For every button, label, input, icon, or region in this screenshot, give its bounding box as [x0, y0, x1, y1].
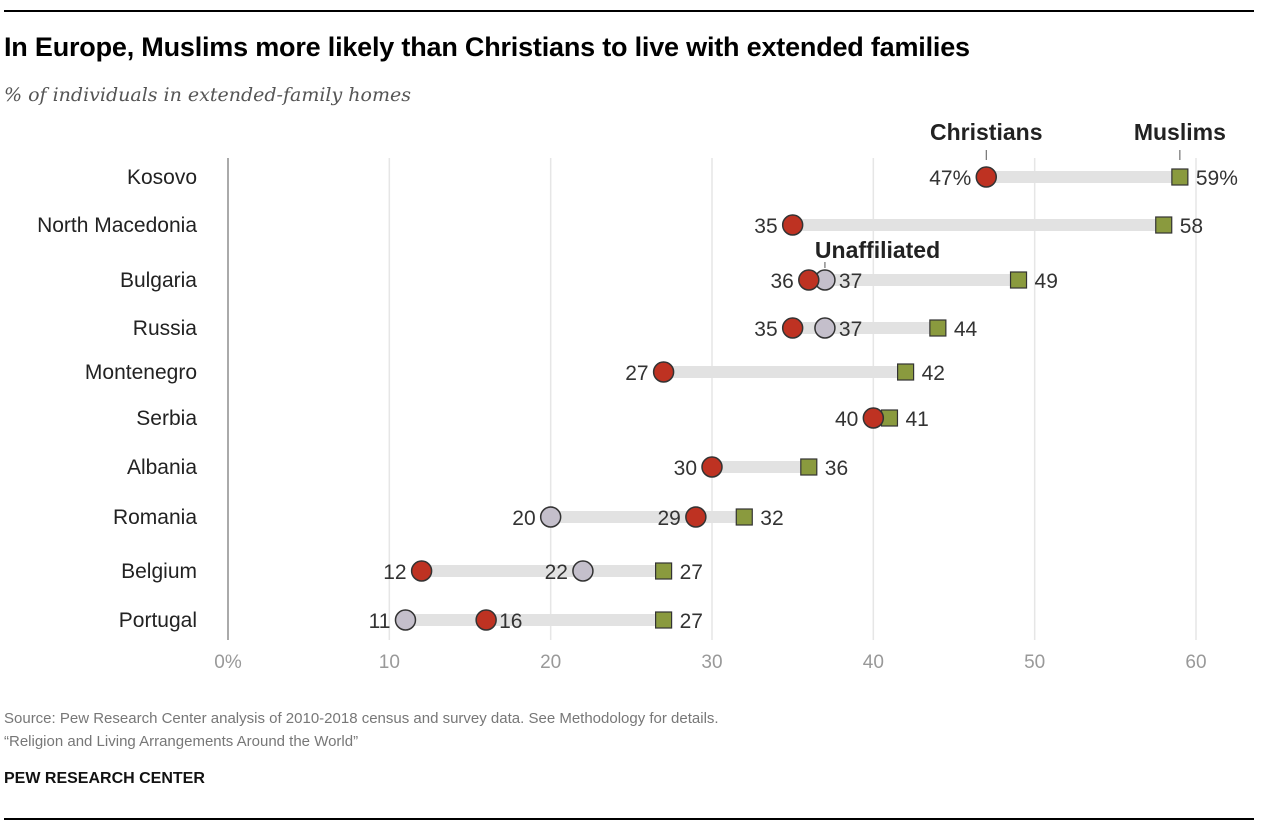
unaffiliated-marker [814, 317, 836, 339]
chart-title: In Europe, Muslims more likely than Chri… [4, 32, 970, 62]
brand-name: PEW RESEARCH CENTER [4, 770, 205, 787]
christians-value-label: 36 [770, 270, 793, 293]
category-label: Montenegro [85, 361, 197, 384]
muslims-value-label: 44 [954, 318, 978, 341]
unaffiliated-value-label: 11 [369, 610, 391, 633]
data-row: North Macedonia 58 35 [37, 214, 1203, 238]
christians-marker [685, 506, 707, 528]
category-label: North Macedonia [37, 214, 197, 237]
x-tick-label: 40 [863, 652, 884, 673]
data-row: Bulgaria 49 37 36 [120, 269, 1058, 293]
unaffiliated-value-label: 22 [545, 561, 568, 584]
data-row: Montenegro 42 27 [85, 361, 945, 385]
muslims-value-label: 41 [905, 408, 928, 431]
christians-value-label: 47% [929, 167, 971, 190]
muslims-value-label: 42 [922, 362, 945, 385]
christians-value-label: 35 [754, 215, 777, 238]
category-label: Serbia [136, 407, 197, 430]
christians-marker [798, 269, 820, 291]
christians-marker [781, 317, 804, 339]
muslims-marker [1009, 271, 1028, 289]
christians-value-label: 16 [499, 610, 522, 633]
christians-value-label: 30 [674, 457, 697, 480]
unaffiliated-marker [394, 609, 417, 631]
muslims-value-label: 27 [680, 561, 703, 584]
source-note: Source: Pew Research Center analysis of … [4, 710, 719, 727]
christians-value-label: 29 [658, 507, 681, 530]
christians-marker [652, 361, 675, 383]
muslims-marker [735, 508, 753, 526]
muslims-value-label: 58 [1180, 215, 1203, 238]
x-tick-label: 20 [540, 652, 561, 673]
data-row: Portugal 27 11 16 [119, 609, 703, 633]
data-row: Kosovo 59% 47% [127, 166, 1238, 190]
christians-marker [410, 560, 433, 582]
x-tick-label: 50 [1024, 652, 1045, 673]
series-labels: Christians Muslims Unaffiliated [815, 119, 1226, 268]
christians-marker [862, 407, 885, 429]
data-row: Albania 36 30 [127, 456, 848, 480]
muslims-value-label: 49 [1035, 270, 1058, 293]
christians-marker [701, 456, 723, 478]
unaffiliated-marker [539, 506, 562, 528]
christians-value-label: 12 [383, 561, 406, 584]
category-label: Portugal [119, 609, 197, 632]
unaffiliated-marker [572, 560, 594, 582]
data-row: Belgium 27 22 12 [121, 560, 703, 584]
category-label: Belgium [121, 560, 197, 583]
unaffiliated-value-label: 37 [839, 270, 862, 293]
x-axis: 0% 10 20 30 40 50 60 [214, 652, 1206, 673]
muslims-value-label: 59% [1196, 167, 1238, 190]
muslims-value-label: 32 [760, 507, 783, 530]
christians-marker [975, 166, 998, 188]
category-label: Bulgaria [120, 269, 197, 292]
category-label: Kosovo [127, 166, 197, 189]
muslims-value-label: 36 [825, 457, 848, 480]
christians-marker [475, 609, 497, 631]
category-label: Romania [113, 506, 197, 529]
muslims-value-label: 27 [680, 610, 703, 633]
legend-muslims: Muslims [1134, 119, 1226, 145]
legend-christians: Christians [930, 119, 1042, 145]
data-row: Serbia 41 40 [136, 407, 929, 431]
x-tick-label: 60 [1185, 652, 1206, 673]
gridlines [227, 158, 1197, 640]
unaffiliated-value-label: 37 [839, 318, 862, 341]
muslims-marker [1171, 168, 1189, 186]
rows: Kosovo 59% 47% North Macedonia 58 35 Bulgaria 4… [37, 166, 1238, 633]
christians-value-label: 35 [754, 318, 777, 341]
data-row: Russia 44 37 35 [133, 317, 978, 341]
christians-value-label: 40 [835, 408, 858, 431]
dot-plot: 0% 10 20 30 40 50 60 Kosovo 59% 47% North Macedon… [37, 119, 1238, 673]
muslims-marker [800, 458, 818, 476]
x-tick-label: 0% [214, 652, 242, 673]
x-tick-label: 10 [379, 652, 400, 673]
muslims-marker [654, 562, 673, 580]
muslims-marker [1155, 216, 1173, 234]
muslims-marker [929, 319, 947, 337]
christians-marker [781, 214, 804, 236]
muslims-marker [654, 611, 673, 629]
category-label: Albania [127, 456, 197, 479]
unaffiliated-value-label: 20 [512, 507, 535, 530]
chart-subtitle: % of individuals in extended-family home… [4, 84, 411, 106]
top-rule [4, 10, 1254, 12]
data-row: Romania 32 20 29 [113, 506, 784, 530]
legend-unaffiliated: Unaffiliated [815, 237, 940, 263]
report-title: “Religion and Living Arrangements Around… [4, 733, 359, 750]
x-tick-label: 30 [701, 652, 722, 673]
muslims-marker [896, 363, 915, 381]
category-label: Russia [133, 317, 198, 340]
christians-value-label: 27 [625, 362, 648, 385]
bottom-rule [4, 818, 1254, 820]
